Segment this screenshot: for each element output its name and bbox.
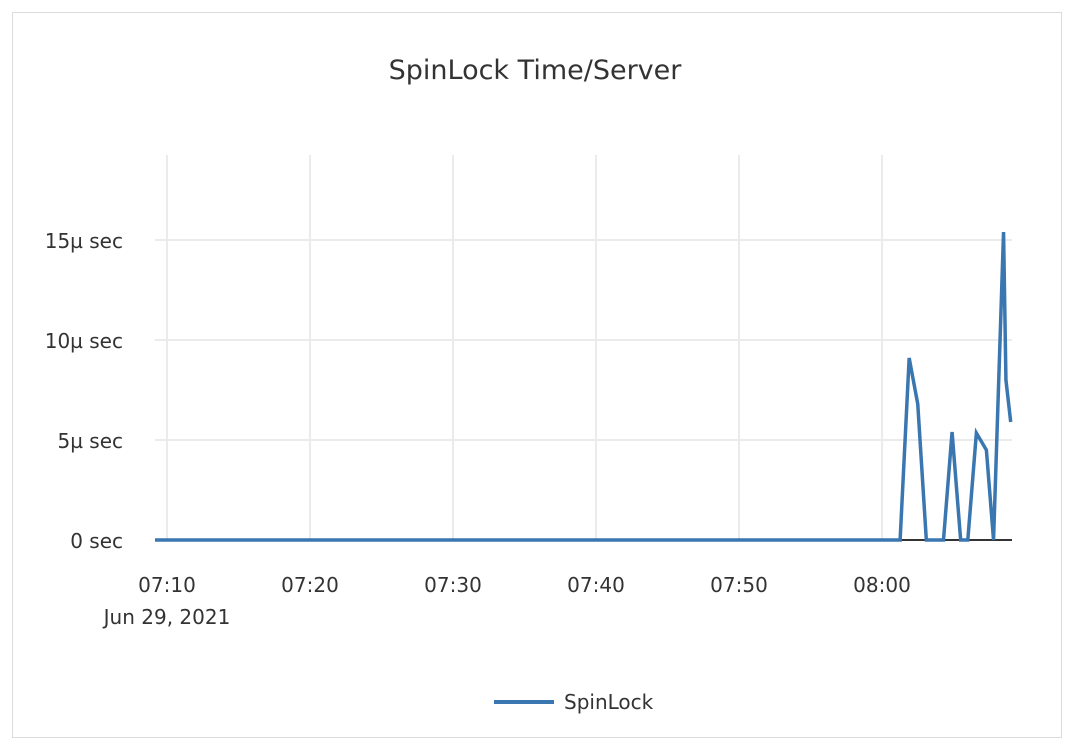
y-tick-label: 15µ sec [45, 229, 123, 253]
legend-swatch [494, 700, 554, 704]
x-tick-label: 07:40 [567, 573, 625, 597]
legend[interactable]: SpinLock [494, 690, 653, 714]
chart-title: SpinLock Time/Server [388, 55, 682, 86]
y-tick-label: 10µ sec [45, 329, 123, 353]
x-tick-label: 07:20 [281, 573, 339, 597]
chart-card [12, 12, 1062, 738]
x-tick-label: 08:00 [853, 573, 911, 597]
x-tick-label: 07:10 [138, 573, 196, 597]
legend-label: SpinLock [564, 690, 654, 714]
x-tick-label: 07:50 [710, 573, 768, 597]
x-date-label: Jun 29, 2021 [102, 605, 231, 629]
y-tick-label: 5µ sec [57, 429, 123, 453]
y-tick-label: 0 sec [70, 529, 123, 553]
series-line-spinlock [155, 231, 1013, 542]
x-tick-label: 07:30 [424, 573, 482, 597]
